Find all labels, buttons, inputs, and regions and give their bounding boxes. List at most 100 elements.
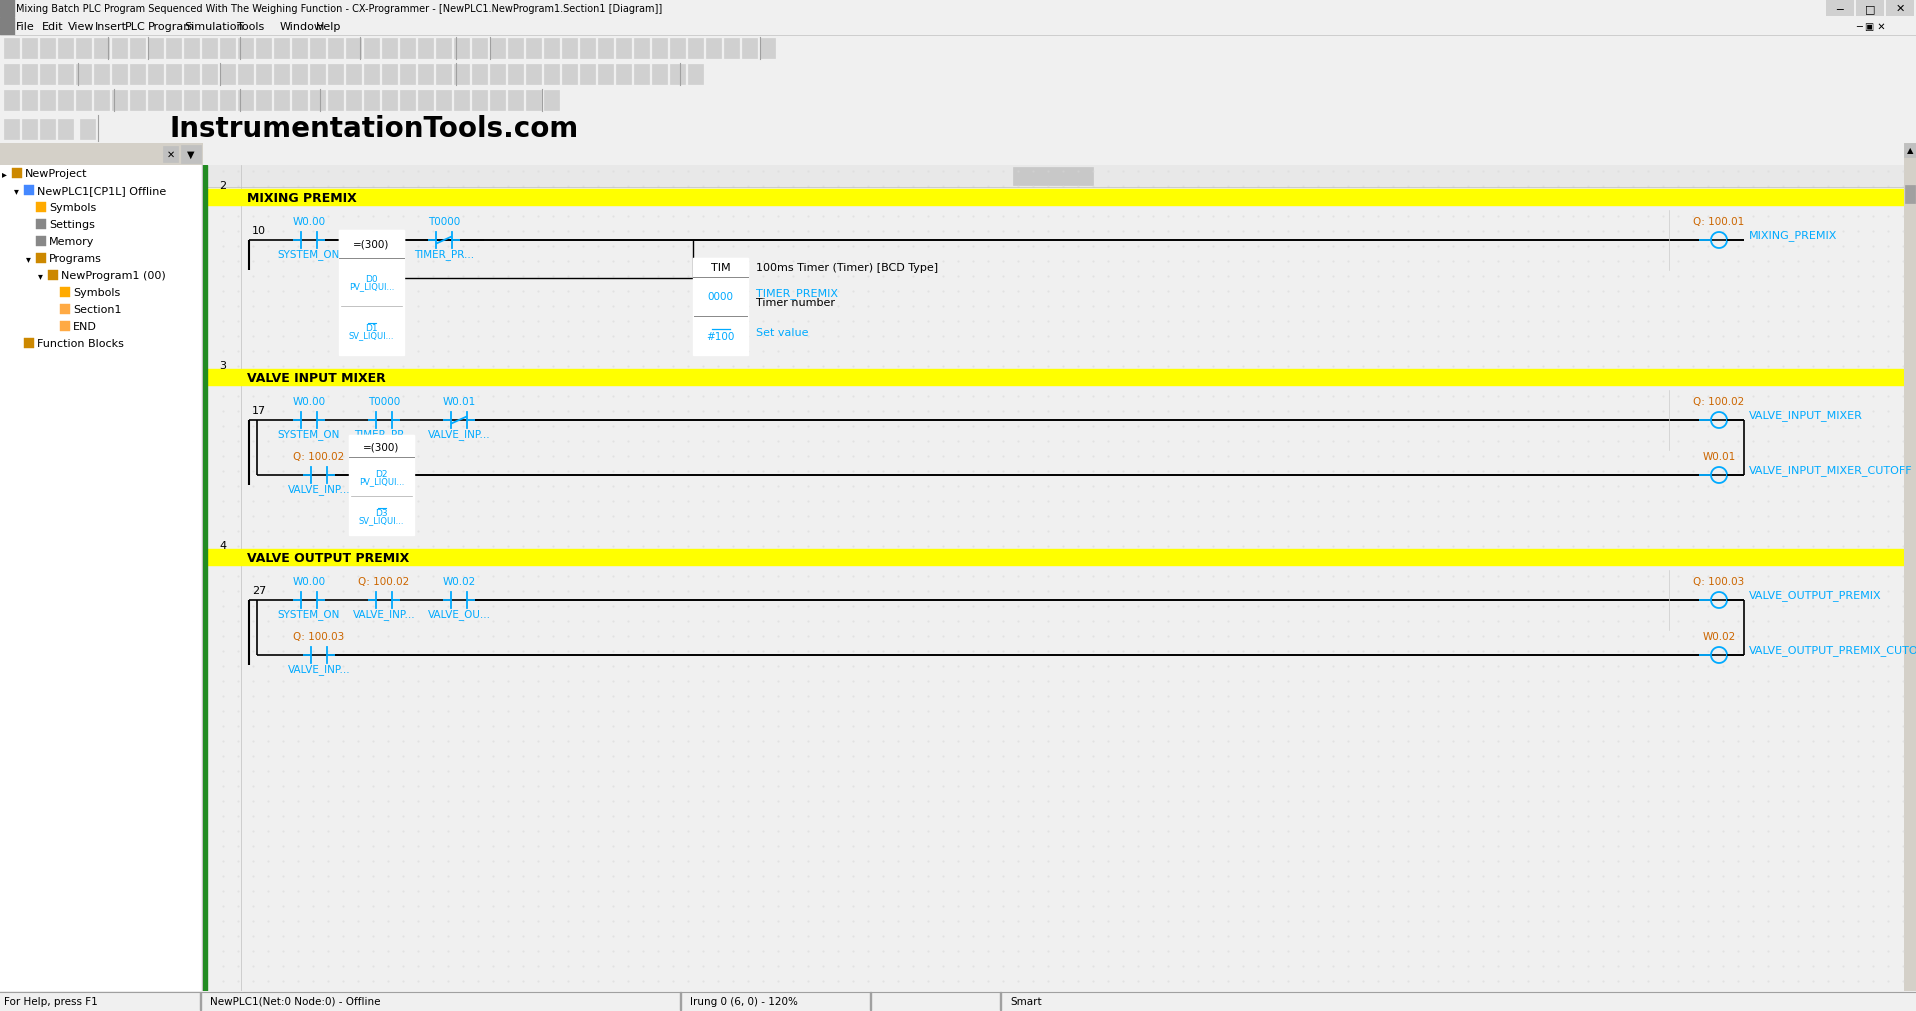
Bar xyxy=(207,190,1905,206)
Text: ✕: ✕ xyxy=(1895,4,1905,14)
Bar xyxy=(130,91,146,111)
Bar xyxy=(274,91,289,111)
Text: NewProgram1 (00): NewProgram1 (00) xyxy=(61,271,167,281)
Text: Q: 100.02: Q: 100.02 xyxy=(358,576,410,586)
Bar xyxy=(400,65,416,85)
Bar xyxy=(274,65,289,85)
Text: 3: 3 xyxy=(220,361,226,371)
Bar xyxy=(94,65,109,85)
Bar xyxy=(349,436,414,458)
Bar xyxy=(347,91,360,111)
Text: 0000: 0000 xyxy=(707,292,734,302)
Bar xyxy=(724,39,740,59)
Bar xyxy=(527,65,540,85)
Bar xyxy=(167,39,180,59)
Bar xyxy=(508,91,523,111)
Bar xyxy=(544,39,559,59)
Text: Timer number: Timer number xyxy=(757,298,835,308)
Text: VALVE_OUTPUT_PREMIX: VALVE_OUTPUT_PREMIX xyxy=(1749,589,1882,601)
Text: Window: Window xyxy=(280,22,324,32)
Bar xyxy=(1885,1,1914,17)
Bar xyxy=(634,65,650,85)
Text: D1: D1 xyxy=(366,324,377,333)
Text: Smart: Smart xyxy=(1010,996,1042,1006)
Bar xyxy=(220,65,236,85)
Bar xyxy=(201,65,217,85)
Text: VALVE INPUT MIXER: VALVE INPUT MIXER xyxy=(247,371,385,384)
Text: Mixing Batch PLC Program Sequenced With The Weighing Function - CX-Programmer - : Mixing Batch PLC Program Sequenced With … xyxy=(15,4,663,14)
Bar xyxy=(130,39,146,59)
Bar xyxy=(4,65,19,85)
Text: VALVE_INP...: VALVE_INP... xyxy=(287,483,351,494)
Text: VALVE_INPUT_MIXER: VALVE_INPUT_MIXER xyxy=(1749,409,1862,421)
Text: VALVE_INPUT_MIXER_CUTOFF: VALVE_INPUT_MIXER_CUTOFF xyxy=(1749,464,1912,475)
Bar xyxy=(454,65,469,85)
Bar xyxy=(21,91,36,111)
Text: InstrumentationTools.com: InstrumentationTools.com xyxy=(171,115,579,143)
Text: ▸: ▸ xyxy=(2,169,8,179)
Bar xyxy=(544,65,559,85)
Text: 10: 10 xyxy=(253,225,266,236)
Text: SYSTEM_ON: SYSTEM_ON xyxy=(278,609,341,620)
Text: MIXING PREMIX: MIXING PREMIX xyxy=(247,191,356,204)
Bar xyxy=(25,186,34,196)
Bar xyxy=(203,166,207,991)
Text: VALVE_INP...: VALVE_INP... xyxy=(287,663,351,674)
Bar xyxy=(36,203,46,212)
Bar xyxy=(130,65,146,85)
Bar xyxy=(671,39,686,59)
Bar xyxy=(381,65,397,85)
Bar xyxy=(1014,168,1092,186)
Text: ─ ▣ ✕: ─ ▣ ✕ xyxy=(1857,22,1885,32)
Bar xyxy=(148,65,163,85)
Bar xyxy=(257,91,270,111)
Text: Section1: Section1 xyxy=(73,304,121,314)
Bar xyxy=(291,39,307,59)
Bar xyxy=(36,237,46,247)
Bar xyxy=(111,91,126,111)
Text: T0000: T0000 xyxy=(427,216,460,226)
Text: 17: 17 xyxy=(251,405,266,416)
Text: VALVE_INP...: VALVE_INP... xyxy=(353,609,416,620)
Text: SV_LIQUI...: SV_LIQUI... xyxy=(358,516,404,525)
Bar xyxy=(328,65,343,85)
Bar xyxy=(581,39,596,59)
Text: Function Blocks: Function Blocks xyxy=(36,339,125,349)
Text: =(300): =(300) xyxy=(364,442,400,452)
Bar xyxy=(207,370,1905,385)
Text: Q: 100.02: Q: 100.02 xyxy=(1694,396,1745,406)
Bar xyxy=(688,65,703,85)
Bar xyxy=(4,39,19,59)
Text: Q: 100.03: Q: 100.03 xyxy=(293,632,345,641)
Text: Help: Help xyxy=(316,22,341,32)
Bar xyxy=(471,65,487,85)
Bar xyxy=(694,258,747,356)
Bar xyxy=(59,304,71,314)
Bar xyxy=(544,91,559,111)
Text: ▾: ▾ xyxy=(38,271,42,281)
Text: VALVE_INP...: VALVE_INP... xyxy=(427,429,490,440)
Text: PV_LIQUI...: PV_LIQUI... xyxy=(349,282,395,291)
Text: ▲: ▲ xyxy=(1906,147,1914,156)
Bar xyxy=(400,91,416,111)
Text: 27: 27 xyxy=(251,585,266,595)
Text: Settings: Settings xyxy=(50,219,96,229)
Bar xyxy=(36,254,46,264)
Bar xyxy=(310,91,326,111)
Text: D0: D0 xyxy=(366,275,377,284)
Bar xyxy=(1905,144,1916,158)
Bar xyxy=(220,91,236,111)
Bar xyxy=(111,65,126,85)
Text: TIMER_PR...: TIMER_PR... xyxy=(354,429,414,440)
Bar xyxy=(257,65,270,85)
Bar xyxy=(80,120,96,140)
Bar xyxy=(94,39,109,59)
Bar xyxy=(347,39,360,59)
Bar xyxy=(40,39,56,59)
Text: PLC: PLC xyxy=(125,22,146,32)
Text: VALVE_OUTPUT_PREMIX_CUTOFF: VALVE_OUTPUT_PREMIX_CUTOFF xyxy=(1749,644,1916,655)
Bar xyxy=(163,147,178,163)
Text: NewPLC1[CP1L] Offline: NewPLC1[CP1L] Offline xyxy=(36,186,167,196)
Bar xyxy=(167,65,180,85)
Text: NewPLC1(Net:0 Node:0) - Offline: NewPLC1(Net:0 Node:0) - Offline xyxy=(211,996,381,1006)
